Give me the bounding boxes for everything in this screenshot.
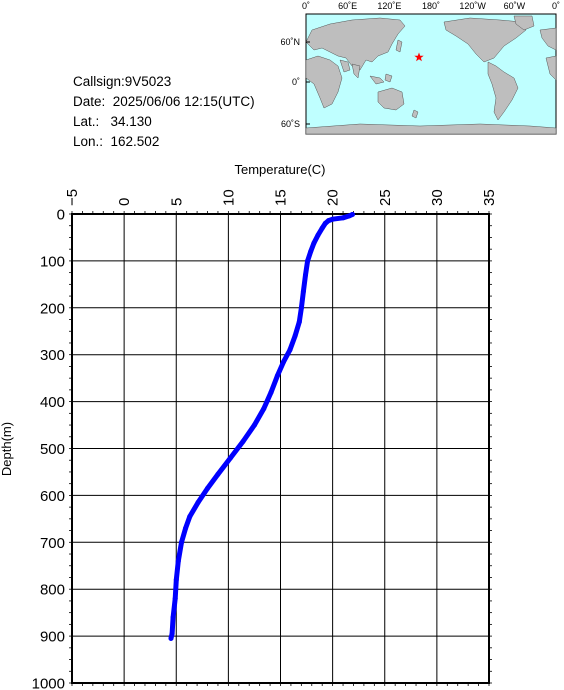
map-lon-label: 60˚W [504,1,526,11]
y-tick-label: 300 [40,347,65,364]
temperature-profile-point [215,471,221,477]
y-tick-label: 800 [40,582,65,599]
temperature-profile-point [287,347,293,353]
x-tick-label: 5 [168,198,185,206]
map-lon-label: 120˚W [459,1,486,11]
x-tick-label: −5 [64,189,81,206]
y-tick-label: 100 [40,253,65,270]
x-tick-label: 25 [377,189,394,206]
temperature-profile-point [183,525,189,531]
temperature-profile-point [296,319,302,325]
latitude-text: Lat.: 34.130 [73,114,152,129]
x-axis-title: Temperature(C) [234,162,325,177]
temperature-profile-point [311,240,317,246]
temperature-profile-point [228,455,233,461]
temperature-profile-point [170,614,176,620]
temperature-profile-point [281,359,287,365]
temperature-profile-point [305,258,311,264]
map-land [305,15,557,135]
x-tick-label: 10 [220,189,237,206]
x-tick-labels: −5 0 5 10 15 20 25 30 35 [64,189,498,206]
station-marker [414,52,424,62]
temperature-profile-point [240,439,246,444]
callsign-text: Callsign:9V5023 [73,74,172,89]
map-lat-label: 60˚S [281,119,300,129]
temperature-profile-point [268,389,274,395]
y-tick-label: 1000 [32,676,65,690]
temperature-profile-point [187,514,193,519]
map-lon-label: 0˚ [552,1,560,11]
temperature-profile-point [172,596,178,602]
x-tick-label: 30 [429,189,446,206]
x-tick-label: 0 [116,198,133,206]
temperature-profile-point [175,558,181,564]
map-lon-label: 0˚ [302,1,310,11]
plot-frame [71,213,490,684]
longitude-text: Lon.: 162.502 [73,134,160,149]
y-tick-label: 900 [40,629,65,646]
temperature-profile-point [298,305,304,311]
temperature-profile-point [251,422,257,428]
temperature-profile-point [195,499,201,505]
temperature-profile-point [179,539,184,545]
y-tick-label: 500 [40,441,65,458]
temperature-profile-line [168,212,355,641]
y-tick-labels: 0 100 200 300 400 500 600 700 800 900 1000 [32,207,65,690]
location-map: 0˚ 60˚E 120˚E 180˚ 120˚W 60˚W 0˚ 60˚N 0˚ 60˚S [280,1,560,135]
y-tick-label: 600 [40,488,65,505]
x-tick-label: 35 [481,189,498,206]
y-tick-label: 400 [40,394,65,411]
map-marker-star [414,52,424,62]
map-lat-label: 60˚N [280,37,300,47]
y-tick-label: 0 [57,207,65,224]
station-info: Callsign:9V5023 Date: 2025/06/06 12:15(U… [73,72,255,152]
chart-series [168,212,355,641]
y-axis-title: Depth(m) [0,422,14,476]
temperature-profile-point [319,225,325,231]
date-text: Date: 2025/06/06 12:15(UTC) [73,94,255,109]
y-tick-label: 200 [40,300,65,317]
temperature-profile-point [173,577,179,583]
map-lon-label: 60˚E [338,1,357,11]
temperature-profile-point [346,213,352,219]
chart-grid [71,213,490,684]
temperature-profile-point [322,220,328,226]
temperature-profile-point [315,232,321,238]
temperature-profile-point [205,485,210,491]
map-lat-label: 0˚ [292,77,300,87]
x-tick-label: 15 [273,189,290,206]
temperature-profile-point [340,215,346,221]
map-top-ticks: 0˚ 60˚E 120˚E 180˚ 120˚W 60˚W 0˚ [302,1,560,11]
temperature-profile-point [292,333,298,339]
temperature-profile-point [303,272,308,278]
map-lon-label: 180˚ [422,1,440,11]
map-lat-ticks: 60˚N 0˚ 60˚S [280,37,310,129]
x-tick-label: 20 [325,189,342,206]
temperature-profile-point [168,635,174,641]
y-tick-label: 700 [40,535,65,552]
temperature-profile-point [330,216,336,222]
temperature-profile-point [308,249,314,254]
temperature-profile-point [169,631,175,637]
temperature-profile-point [274,373,280,379]
temperature-profile-point [300,288,306,294]
temperature-profile-point [261,406,267,412]
map-lon-label: 120˚E [377,1,401,11]
